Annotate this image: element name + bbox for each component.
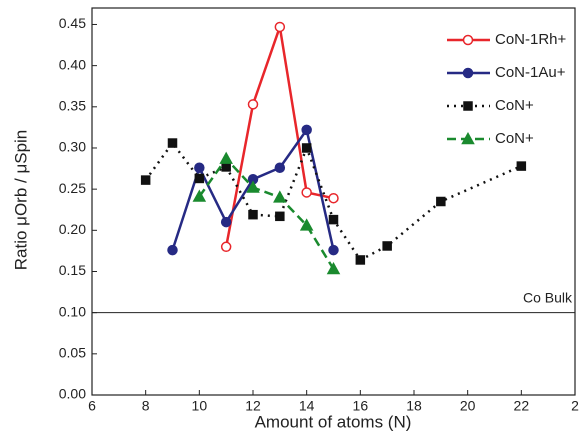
marker bbox=[516, 161, 527, 171]
marker bbox=[301, 187, 312, 198]
marker bbox=[246, 180, 260, 193]
y-tick-label: 0.05 bbox=[59, 345, 86, 361]
series-line bbox=[198, 156, 335, 270]
marker bbox=[436, 196, 446, 207]
legend-marker bbox=[462, 34, 474, 46]
marker bbox=[299, 218, 314, 231]
y-tick-label: 0.15 bbox=[59, 262, 86, 278]
x-tick-label: 22 bbox=[514, 398, 530, 414]
reference-label: Co Bulk bbox=[523, 289, 573, 305]
legend-marker bbox=[462, 67, 474, 79]
x-tick-label: 2 bbox=[571, 398, 579, 414]
x-tick-label: 8 bbox=[142, 398, 150, 414]
marker bbox=[220, 216, 232, 228]
marker bbox=[274, 162, 286, 173]
marker bbox=[326, 261, 341, 275]
plot-frame bbox=[91, 7, 576, 396]
x-tick-label: 20 bbox=[460, 398, 476, 414]
x-tick-label: 16 bbox=[353, 398, 369, 414]
marker bbox=[167, 244, 178, 256]
marker bbox=[355, 255, 366, 265]
y-tick-label: 0.00 bbox=[59, 386, 86, 402]
y-tick-label: 0.25 bbox=[59, 180, 86, 196]
marker bbox=[301, 124, 312, 136]
x-tick-label: 10 bbox=[192, 398, 208, 414]
x-tick-label: 18 bbox=[406, 398, 422, 414]
marker bbox=[301, 143, 312, 153]
x-axis-title: Amount of atoms (N) bbox=[255, 412, 412, 431]
x-tick-label: 12 bbox=[245, 398, 261, 414]
marker bbox=[274, 21, 286, 33]
y-tick-label: 0.45 bbox=[59, 15, 86, 31]
legend-label: CoN+ bbox=[495, 130, 534, 147]
x-tick-label: 6 bbox=[88, 398, 96, 414]
y-tick-label: 0.30 bbox=[59, 139, 86, 155]
legend-marker bbox=[461, 131, 475, 145]
marker bbox=[194, 162, 205, 173]
marker bbox=[194, 173, 205, 184]
legend-label: CoN+ bbox=[495, 97, 534, 114]
marker bbox=[167, 138, 178, 148]
marker bbox=[221, 162, 231, 172]
marker bbox=[192, 189, 207, 202]
y-tick-label: 0.35 bbox=[59, 98, 86, 114]
series-line bbox=[144, 140, 522, 262]
x-tick-label: 14 bbox=[299, 398, 315, 414]
marker bbox=[220, 241, 232, 253]
legend-marker bbox=[463, 101, 473, 111]
marker bbox=[328, 244, 339, 256]
marker bbox=[219, 151, 233, 164]
marker bbox=[140, 175, 151, 185]
y-tick-label: 0.20 bbox=[59, 221, 86, 237]
marker bbox=[328, 214, 339, 225]
y-axis-title: Ratio μOrb / μSpin bbox=[11, 130, 30, 271]
marker bbox=[328, 192, 339, 204]
marker bbox=[382, 241, 392, 251]
marker bbox=[247, 99, 259, 110]
marker bbox=[273, 190, 287, 203]
marker bbox=[275, 211, 285, 222]
y-tick-label: 0.10 bbox=[59, 303, 86, 319]
legend-label: CoN-1Rh+ bbox=[495, 31, 567, 48]
y-tick-label: 0.40 bbox=[59, 56, 86, 72]
marker bbox=[248, 209, 258, 220]
legend-label: CoN-1Au+ bbox=[495, 64, 566, 81]
